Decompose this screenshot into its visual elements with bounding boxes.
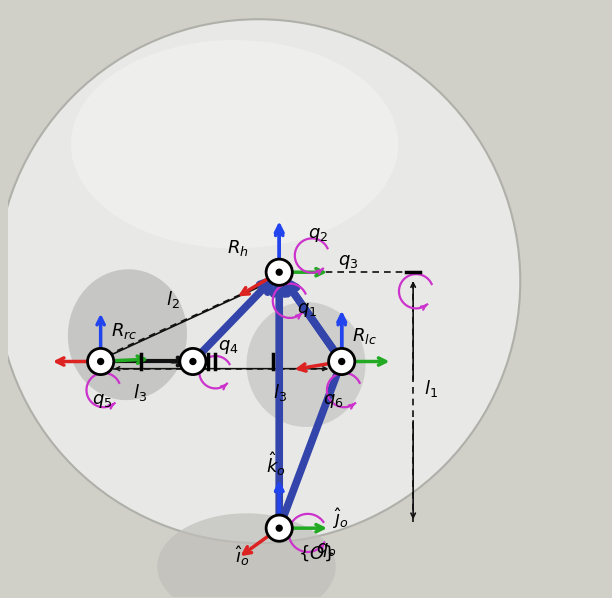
Text: $\hat{\jmath}_o$: $\hat{\jmath}_o$ [332,507,348,531]
Text: $q_1$: $q_1$ [297,301,318,319]
Text: $q_4$: $q_4$ [218,338,239,356]
Ellipse shape [71,40,398,248]
Circle shape [266,515,293,541]
Ellipse shape [0,19,520,543]
Circle shape [189,358,196,365]
Circle shape [275,269,283,276]
Text: $q_5$: $q_5$ [92,392,112,410]
Text: $l_3$: $l_3$ [274,382,287,404]
Text: $q_o$: $q_o$ [316,541,337,559]
Text: $\{O\}$: $\{O\}$ [298,544,335,563]
Text: $l_2$: $l_2$ [166,289,180,310]
Ellipse shape [157,513,336,598]
Text: $\hat{k}_o$: $\hat{k}_o$ [266,451,286,478]
Text: $q_3$: $q_3$ [338,253,358,271]
Text: $l_1$: $l_1$ [424,379,438,399]
Circle shape [329,349,355,374]
Ellipse shape [68,269,187,400]
Text: $l_3$: $l_3$ [133,382,147,404]
Text: $q_6$: $q_6$ [323,392,343,410]
Circle shape [338,358,345,365]
Ellipse shape [247,302,365,427]
Text: $R_h$: $R_h$ [227,238,248,258]
Circle shape [88,349,114,374]
Text: $\hat{\imath}_o$: $\hat{\imath}_o$ [234,544,249,568]
Circle shape [275,524,283,532]
Text: $R_{lc}$: $R_{lc}$ [353,326,377,346]
Circle shape [180,349,206,374]
Text: $q_2$: $q_2$ [308,225,328,244]
Text: $R_{rc}$: $R_{rc}$ [111,321,138,341]
Circle shape [97,358,104,365]
Circle shape [266,259,293,285]
